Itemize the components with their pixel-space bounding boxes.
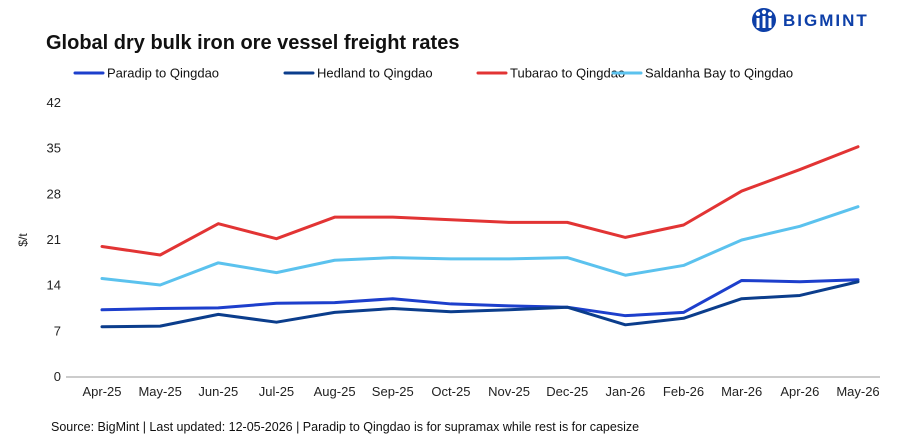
y-axis-label: $/t (16, 233, 30, 247)
source-note: Source: BigMint | Last updated: 12-05-20… (51, 420, 639, 434)
y-tick-label: 0 (54, 369, 61, 384)
axes: 0 7 14 21 28 35 42 Apr-25 May-25 Jun-25 Jul-25 Aug-… (47, 95, 880, 399)
x-tick-label: Apr-25 (82, 384, 121, 399)
brand-name: BIGMINT (783, 11, 869, 30)
legend-entry: Paradip to Qingdao (107, 66, 219, 81)
x-tick-label: Jun-25 (198, 384, 238, 399)
x-tick-label: Jul-25 (259, 384, 294, 399)
y-tick-label: 21 (47, 232, 61, 247)
legend-entry: Saldanha Bay to Qingdao (645, 66, 793, 81)
x-tick-label: Apr-26 (780, 384, 819, 399)
series-line-4 (100, 205, 860, 287)
bigmint-logo: BIGMINT (752, 8, 869, 32)
series-line-2 (100, 280, 860, 329)
x-tick-label: Mar-26 (721, 384, 762, 399)
x-tick-label: Nov-25 (488, 384, 530, 399)
x-tick-label: Aug-25 (314, 384, 356, 399)
y-tick-label: 35 (47, 141, 61, 156)
legend: Paradip to Qingdao Hedland to Qingdao Tuba… (73, 66, 793, 81)
y-tick-label: 28 (47, 186, 61, 201)
x-tick-label: May-26 (836, 384, 879, 399)
x-tick-label: Feb-26 (663, 384, 704, 399)
x-tick-label: Sep-25 (372, 384, 414, 399)
series-line-3 (100, 145, 860, 257)
series-line-1 (100, 278, 860, 318)
chart-title: Global dry bulk iron ore vessel freight … (46, 32, 459, 54)
x-tick-label: May-25 (138, 384, 181, 399)
x-tick-label: Dec-25 (546, 384, 588, 399)
y-tick-label: 14 (47, 278, 61, 293)
y-tick-label: 7 (54, 323, 61, 338)
series-layer (100, 145, 860, 329)
legend-entry: Tubarao to Qingdao (510, 66, 625, 81)
y-tick-label: 42 (47, 95, 61, 110)
legend-entry: Hedland to Qingdao (317, 66, 433, 81)
x-tick-label: Oct-25 (431, 384, 470, 399)
x-tick-label: Jan-26 (606, 384, 646, 399)
